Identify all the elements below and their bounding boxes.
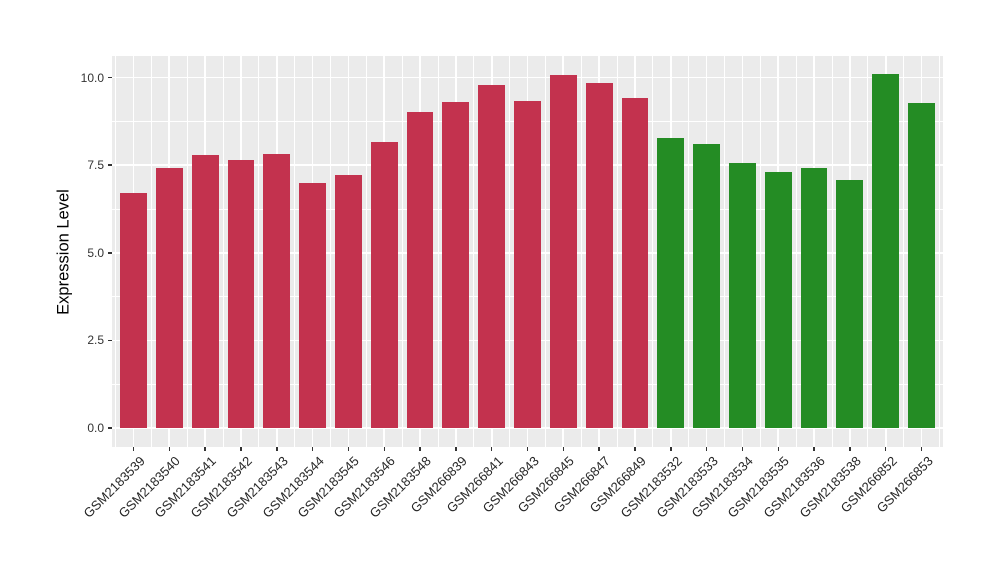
bar-GSM266847 — [585, 82, 613, 428]
gridline-minor-x — [222, 56, 224, 447]
gridline-minor-x — [437, 56, 439, 447]
gridline-minor-x — [258, 56, 260, 447]
gridline-minor-x — [544, 56, 546, 447]
gridline-minor-x — [330, 56, 331, 447]
gridline-minor-x — [688, 56, 690, 447]
x-tick-mark — [598, 447, 600, 451]
x-tick-mark — [276, 447, 278, 451]
bar-GSM266841 — [478, 85, 506, 428]
plot-panel — [112, 56, 943, 447]
y-tick-label: 5.0 — [87, 245, 104, 260]
bar-GSM2183534 — [729, 163, 756, 428]
gridline-minor-x — [616, 56, 618, 447]
y-tick-mark — [108, 252, 112, 254]
gridline-minor-x — [150, 56, 152, 447]
x-tick-mark — [777, 447, 779, 451]
gridline-minor-x — [759, 56, 761, 447]
x-tick-mark — [383, 447, 385, 451]
bar-GSM266839 — [442, 101, 470, 428]
gridline-minor-x — [831, 56, 833, 447]
gridline-minor-x — [938, 56, 940, 447]
bar-GSM2183543 — [263, 154, 291, 428]
x-tick-mark — [634, 447, 636, 451]
x-tick-mark — [490, 447, 493, 451]
bar-GSM2183540 — [155, 168, 183, 428]
y-tick-label: 10.0 — [80, 70, 104, 85]
bar-GSM2183536 — [800, 168, 828, 428]
x-tick-mark — [347, 447, 350, 451]
gridline-minor-x — [580, 56, 582, 447]
y-tick-mark — [108, 76, 112, 79]
x-tick-mark — [419, 447, 421, 451]
gridline-minor-x — [903, 56, 905, 447]
bar-GSM2183544 — [299, 183, 327, 428]
y-tick-label: 2.5 — [87, 333, 104, 348]
bar-GSM266853 — [908, 103, 935, 428]
x-tick-mark — [562, 447, 565, 451]
gridline-minor-x — [115, 56, 117, 447]
bar-GSM2183539 — [120, 192, 147, 428]
bar-GSM266843 — [514, 101, 541, 428]
gridline-minor-x — [473, 56, 475, 447]
bar-GSM2183533 — [693, 144, 721, 428]
x-tick-mark — [920, 447, 923, 451]
x-tick-mark — [168, 447, 171, 451]
bar-GSM266845 — [549, 75, 577, 428]
bar-GSM2183538 — [836, 179, 864, 428]
x-tick-mark — [813, 447, 815, 451]
x-tick-mark — [204, 447, 206, 451]
bar-GSM2183545 — [335, 175, 362, 428]
bar-GSM2183546 — [370, 141, 398, 428]
bar-GSM2183548 — [406, 112, 434, 428]
x-tick-mark — [884, 447, 887, 451]
x-tick-mark — [741, 447, 744, 451]
bar-GSM2183535 — [764, 171, 792, 428]
gridline-minor-x — [795, 56, 797, 447]
y-tick-mark — [108, 427, 112, 429]
gridline-minor-x — [724, 56, 725, 447]
gridline-minor-x — [509, 56, 511, 447]
x-tick-mark — [849, 447, 851, 451]
x-tick-mark — [132, 447, 135, 451]
bar-GSM2183542 — [227, 159, 255, 428]
x-tick-mark — [705, 447, 708, 451]
y-tick-label: 0.0 — [87, 421, 104, 435]
gridline-minor-x — [186, 56, 188, 447]
x-tick-mark — [670, 447, 672, 451]
gridline-minor-x — [652, 56, 654, 447]
y-tick-label: 7.5 — [87, 158, 104, 173]
gridline-minor-x — [365, 56, 367, 447]
bar-GSM2183532 — [657, 137, 685, 428]
x-tick-mark — [311, 447, 314, 451]
bar-GSM266852 — [872, 74, 900, 428]
x-tick-mark — [240, 447, 242, 451]
x-tick-mark — [526, 447, 529, 451]
x-tick-mark — [455, 447, 457, 451]
y-tick-mark — [108, 339, 112, 342]
gridline-minor-x — [867, 56, 869, 447]
gridline-minor-x — [401, 56, 403, 447]
bar-GSM266849 — [621, 97, 649, 428]
gridline-minor-x — [294, 56, 296, 447]
y-tick-mark — [108, 164, 112, 166]
bar-GSM2183541 — [191, 155, 219, 428]
